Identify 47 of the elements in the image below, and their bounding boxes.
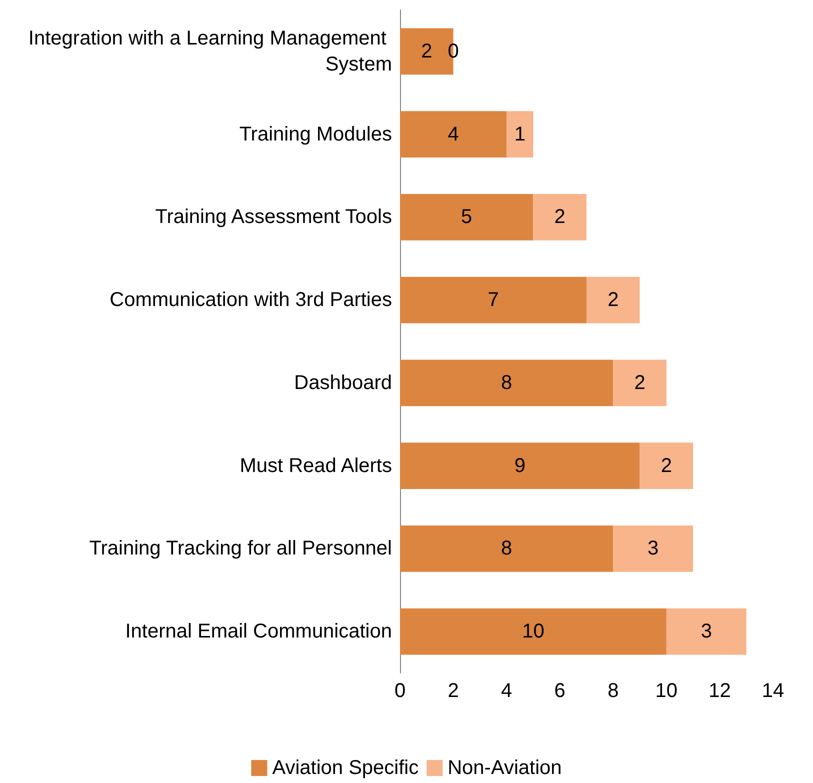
data-label: 8 (501, 372, 512, 394)
data-label: 2 (421, 40, 432, 62)
bar (506, 111, 534, 158)
bar (400, 442, 640, 490)
x-tick-label: 12 (708, 680, 731, 702)
bar (400, 360, 614, 406)
bar (400, 111, 507, 158)
bar (666, 608, 746, 655)
bar (613, 525, 694, 572)
y-tick-label: Training Assessment Tools (155, 206, 392, 228)
y-tick-label: Integration with a Learning Management System (28, 27, 392, 76)
bar (640, 442, 694, 490)
data-label: 5 (461, 206, 472, 228)
y-tick-label: Training Tracking for all Personnel (89, 538, 392, 560)
data-label: 2 (634, 372, 646, 394)
y-tick-label: Communication with 3rd Parties (110, 289, 392, 312)
y-tick-label: Dashboard (294, 372, 392, 394)
data-label: 8 (501, 538, 512, 560)
data-label: 7 (488, 289, 499, 312)
data-label: 10 (522, 620, 544, 643)
y-tick-label: Must Read Alerts (240, 454, 392, 477)
x-tick-label: 8 (608, 680, 619, 702)
x-tick-label: 4 (501, 680, 512, 702)
bar (586, 276, 640, 324)
x-tick-label: 2 (448, 680, 459, 702)
data-label: 3 (700, 620, 712, 643)
x-tick-label: 6 (554, 680, 566, 702)
data-label: 2 (554, 206, 566, 228)
data-label: 2 (660, 454, 672, 477)
x-tick-label: 10 (655, 680, 678, 702)
bar (400, 608, 666, 655)
legend-label: Aviation Specific (272, 757, 419, 779)
x-tick-label: 14 (762, 680, 784, 702)
bar (400, 276, 586, 324)
data-label: 1 (514, 123, 526, 146)
legend-label: Non-Aviation (448, 757, 562, 779)
y-tick-label: Training Modules (239, 123, 392, 146)
data-label: 9 (514, 454, 526, 477)
bar (400, 194, 534, 240)
y-tick-label: Internal Email Communication (125, 620, 392, 643)
bar (613, 360, 666, 406)
bar (533, 194, 586, 240)
data-label: 3 (648, 538, 659, 560)
data-label: 4 (448, 123, 459, 146)
bar (400, 525, 614, 572)
data-label: 2 (608, 289, 619, 312)
x-tick-label: 0 (394, 680, 406, 702)
